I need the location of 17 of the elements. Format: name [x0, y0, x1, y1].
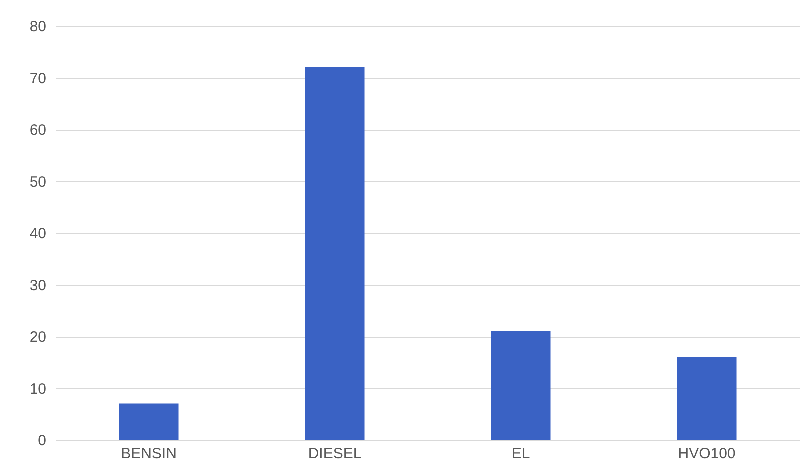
y-tick-label: 60 — [30, 122, 46, 139]
y-tick-label: 50 — [30, 174, 46, 191]
x-tick-label: EL — [512, 446, 530, 462]
y-tick-label: 20 — [30, 329, 46, 346]
y-tick-label: 0 — [38, 432, 46, 450]
y-tick-label: 10 — [30, 380, 46, 398]
bar — [491, 331, 551, 440]
y-tick-label: 70 — [30, 70, 46, 88]
x-tick-label: BENSIN — [121, 446, 177, 462]
y-tick-label: 30 — [30, 277, 46, 294]
y-tick-label: 80 — [30, 18, 46, 36]
bar — [119, 404, 179, 440]
x-tick-label: HVO100 — [678, 446, 736, 462]
bar — [305, 67, 365, 440]
bar — [677, 357, 737, 440]
x-tick-label: DIESEL — [308, 446, 362, 462]
y-tick-label: 40 — [30, 226, 46, 242]
